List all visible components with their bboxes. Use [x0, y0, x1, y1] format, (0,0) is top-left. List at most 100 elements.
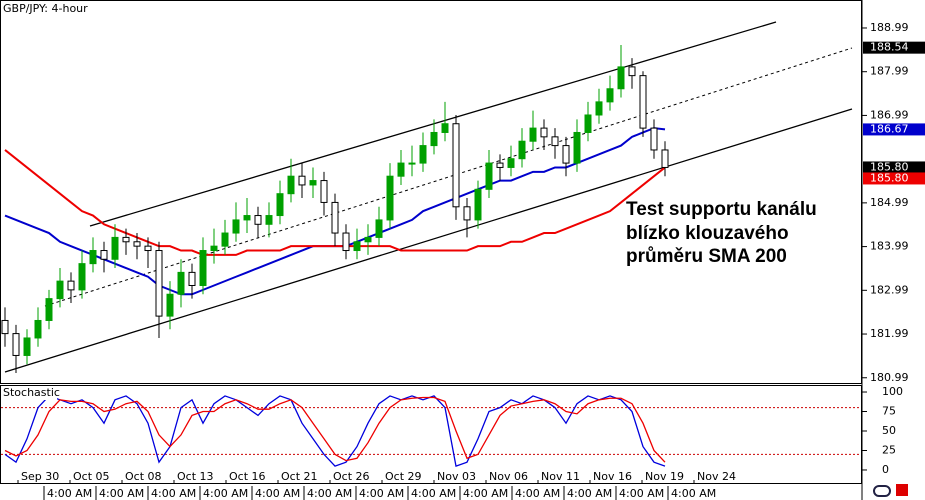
candle-body: [463, 206, 471, 221]
candle-body: [419, 145, 427, 164]
y-tick-label: 181.99: [870, 327, 909, 340]
candle-body: [375, 219, 383, 238]
candle-body: [650, 127, 658, 151]
candle-body: [56, 280, 64, 300]
candle-body: [122, 236, 130, 243]
candle-body: [551, 136, 559, 147]
annotation: blízko klouzavého: [626, 223, 789, 244]
candle-body: [408, 162, 416, 165]
x-tick-label: Nov 24: [697, 470, 736, 483]
x-time-label: 4:00 AM: [671, 487, 716, 500]
candle-body: [441, 123, 449, 133]
price-marker-label: 185.80: [870, 171, 909, 184]
x-tick-label: Oct 16: [229, 470, 266, 483]
x-tick-label: Oct 08: [125, 470, 162, 483]
candle-body: [573, 131, 581, 164]
candle-body: [12, 333, 20, 356]
candle-body: [298, 175, 306, 186]
channel-upper: [89, 21, 777, 227]
candle-body: [100, 250, 108, 260]
price-marker-label: 188.54: [870, 41, 909, 54]
candle-body: [254, 215, 262, 225]
candle-body: [287, 175, 295, 195]
y-tick-label: 0: [882, 463, 889, 476]
candle-body: [507, 158, 515, 168]
stoch-title-bg: [1, 386, 57, 400]
channel-lower: [4, 108, 853, 373]
stoch-line: [4, 395, 666, 467]
candle-body: [67, 280, 75, 291]
x-tick-label: Nov 03: [437, 470, 476, 483]
y-tick-label: 25: [882, 443, 896, 456]
y-tick-label: 75: [882, 405, 896, 418]
candle-body: [628, 66, 636, 77]
candle-body: [265, 215, 273, 225]
toolbar-icons[interactable]: [873, 484, 908, 497]
x-time-label: 4:00 AM: [411, 487, 456, 500]
candle-body: [1, 319, 9, 335]
candle-body: [584, 114, 592, 133]
candle-body: [342, 232, 350, 252]
y-tick-label: 186.99: [870, 108, 909, 121]
candle-body: [155, 250, 163, 317]
y-tick-label: 184.99: [870, 196, 909, 209]
candle-body: [661, 149, 669, 168]
y-tick-label: 182.99: [870, 283, 909, 296]
price-marker: [863, 172, 925, 185]
candle-body: [364, 236, 372, 243]
candle-body: [518, 140, 526, 160]
x-tick-label: Oct 13: [177, 470, 214, 483]
x-tick-label: Nov 06: [489, 470, 528, 483]
annotation: Test supportu kanálu: [626, 199, 817, 220]
candle-body: [276, 193, 284, 217]
close-icon[interactable]: [896, 484, 908, 496]
y-tick-label: 50: [882, 424, 896, 437]
candle-body: [485, 162, 493, 190]
candle-body: [309, 180, 317, 186]
price-marker-label: 186.67: [870, 122, 909, 135]
x-tick-label: Oct 26: [333, 470, 370, 483]
candle-body: [210, 245, 218, 252]
x-time-label: 4:00 AM: [359, 487, 404, 500]
x-tick-label: Oct 29: [385, 470, 422, 483]
y-tick-label: 187.99: [870, 65, 909, 78]
chart-title: GBP/JPY: 4-hour: [3, 2, 88, 15]
candle-body: [34, 319, 42, 339]
y-tick-label: 188.99: [870, 21, 909, 34]
candle-body: [166, 293, 174, 317]
price-marker: [863, 161, 925, 174]
x-tick-label: Sep 30: [21, 470, 59, 483]
candle-body: [188, 271, 196, 287]
candle-body: [397, 162, 405, 177]
candle-body: [23, 337, 31, 356]
y-tick-label: 100: [882, 385, 903, 398]
x-time-label: 4:00 AM: [203, 487, 248, 500]
stoch-line: [4, 396, 666, 463]
candle-body: [232, 219, 240, 234]
x-time-label: 4:00 AM: [567, 487, 612, 500]
candle-body: [243, 215, 251, 221]
annotation: průměru SMA 200: [626, 246, 787, 267]
candle-body: [562, 145, 570, 164]
candle-body: [111, 236, 119, 260]
candle-body: [540, 127, 548, 138]
x-time-label: 4:00 AM: [463, 487, 508, 500]
price-panel: [0, 0, 862, 384]
link-icon[interactable]: [873, 485, 891, 497]
x-time-label: 4:00 AM: [255, 487, 300, 500]
price-marker-label: 185.80: [870, 160, 909, 173]
y-tick-label: 180.99: [870, 371, 909, 384]
candle-body: [177, 271, 185, 295]
plot: [1, 45, 861, 467]
x-tick-label: Oct 05: [73, 470, 110, 483]
x-time-label: 4:00 AM: [99, 487, 144, 500]
candle-body: [430, 131, 438, 147]
y-tick-label: 183.99: [870, 240, 909, 253]
candle-body: [474, 188, 482, 221]
candle-body: [89, 250, 97, 265]
x-time-label: 4:00 AM: [307, 487, 352, 500]
candle-body: [331, 201, 339, 234]
candle-body: [639, 75, 647, 129]
price-marker: [863, 123, 925, 136]
